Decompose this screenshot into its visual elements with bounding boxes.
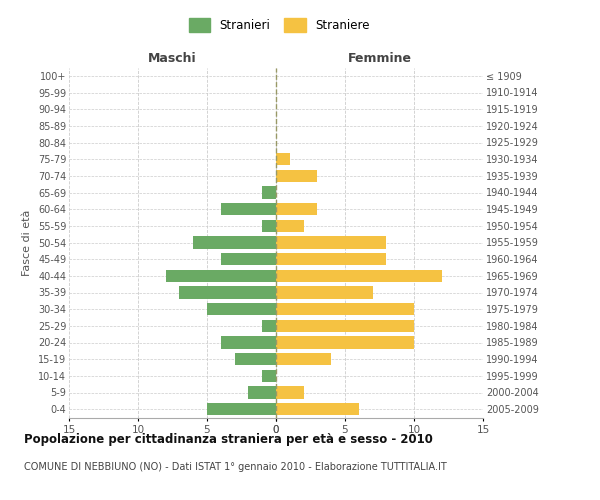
Bar: [276, 286, 373, 298]
Text: Popolazione per cittadinanza straniera per età e sesso - 2010: Popolazione per cittadinanza straniera p…: [24, 432, 433, 446]
Bar: [221, 253, 276, 266]
Bar: [179, 286, 276, 298]
Title: Maschi: Maschi: [148, 52, 197, 65]
Bar: [276, 153, 290, 166]
Bar: [276, 320, 414, 332]
Title: Femmine: Femmine: [347, 52, 412, 65]
Bar: [276, 386, 304, 399]
Bar: [207, 403, 276, 415]
Bar: [262, 320, 276, 332]
Bar: [262, 220, 276, 232]
Bar: [262, 186, 276, 199]
Bar: [276, 203, 317, 215]
Bar: [235, 353, 276, 366]
Bar: [276, 253, 386, 266]
Bar: [276, 403, 359, 415]
Bar: [276, 303, 414, 316]
Bar: [221, 203, 276, 215]
Bar: [193, 236, 276, 248]
Bar: [248, 386, 276, 399]
Text: COMUNE DI NEBBIUNO (NO) - Dati ISTAT 1° gennaio 2010 - Elaborazione TUTTITALIA.I: COMUNE DI NEBBIUNO (NO) - Dati ISTAT 1° …: [24, 462, 447, 472]
Bar: [207, 303, 276, 316]
Bar: [276, 353, 331, 366]
Bar: [262, 370, 276, 382]
Y-axis label: Anni di nascita: Anni di nascita: [598, 201, 600, 283]
Legend: Stranieri, Straniere: Stranieri, Straniere: [184, 14, 374, 36]
Bar: [276, 270, 442, 282]
Y-axis label: Fasce di età: Fasce di età: [22, 210, 32, 276]
Bar: [276, 170, 317, 182]
Bar: [276, 336, 414, 349]
Bar: [276, 236, 386, 248]
Bar: [166, 270, 276, 282]
Bar: [221, 336, 276, 349]
Bar: [276, 220, 304, 232]
